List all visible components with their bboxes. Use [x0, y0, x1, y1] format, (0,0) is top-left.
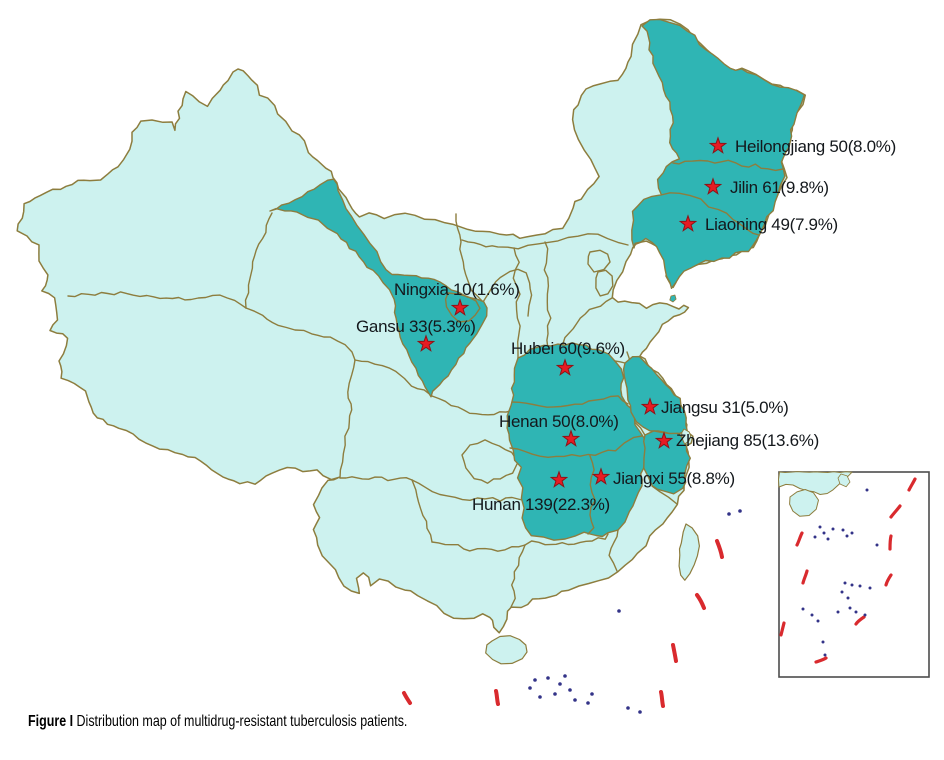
svg-text:Jiangsu 31(5.0%): Jiangsu 31(5.0%) — [661, 398, 789, 417]
svg-text:Zhejiang 85(13.6%): Zhejiang 85(13.6%) — [676, 431, 819, 450]
svg-text:Jilin 61(9.8%): Jilin 61(9.8%) — [730, 178, 829, 197]
svg-text:Hunan 139(22.3%): Hunan 139(22.3%) — [472, 495, 610, 514]
svg-text:Henan 50(8.0%): Henan 50(8.0%) — [499, 412, 619, 431]
svg-text:Ningxia 10(1.6%): Ningxia 10(1.6%) — [394, 280, 520, 299]
svg-text:Hubei 60(9.6%): Hubei 60(9.6%) — [511, 339, 625, 358]
svg-text:Gansu 33(5.3%): Gansu 33(5.3%) — [356, 317, 476, 336]
svg-text:Liaoning 49(7.9%): Liaoning 49(7.9%) — [705, 215, 838, 234]
svg-text:Jiangxi 55(8.8%): Jiangxi 55(8.8%) — [613, 469, 735, 488]
svg-text:Heilongjiang 50(8.0%): Heilongjiang 50(8.0%) — [735, 137, 896, 156]
